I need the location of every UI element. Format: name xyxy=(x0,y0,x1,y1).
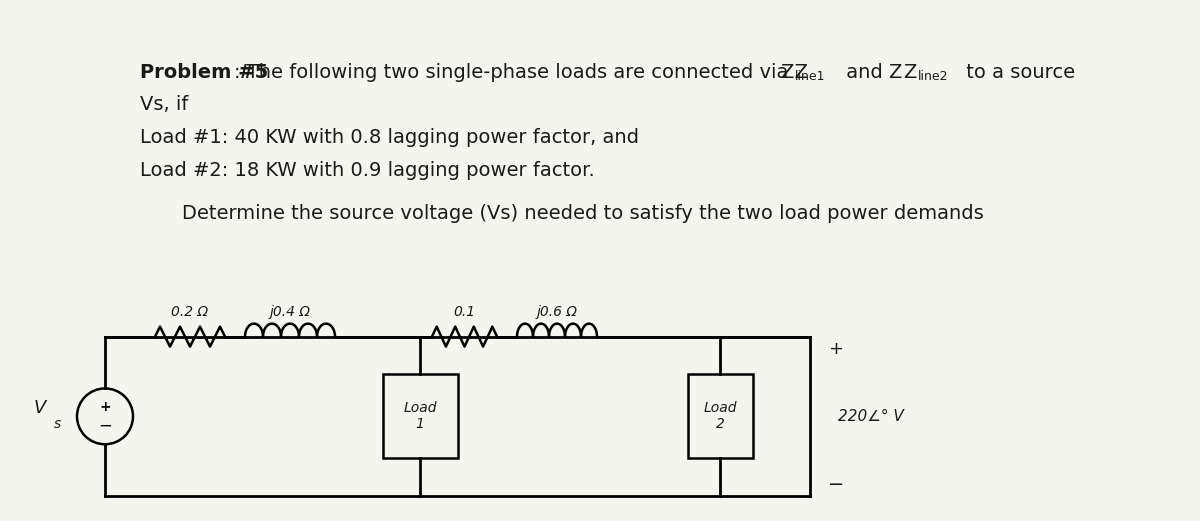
Text: Z: Z xyxy=(780,63,793,81)
Text: Vs, if: Vs, if xyxy=(140,95,188,114)
Bar xyxy=(688,375,752,458)
Text: to a source: to a source xyxy=(960,63,1075,81)
Text: +: + xyxy=(828,340,842,357)
Text: j0.6 Ω: j0.6 Ω xyxy=(536,305,577,319)
Text: line2: line2 xyxy=(918,70,948,83)
Text: and Z: and Z xyxy=(840,63,902,81)
Bar xyxy=(383,375,457,458)
Text: Load #2: 18 KW with 0.9 lagging power factor.: Load #2: 18 KW with 0.9 lagging power fa… xyxy=(140,161,595,180)
Text: line1: line1 xyxy=(794,70,824,83)
Text: 0.1: 0.1 xyxy=(454,305,475,319)
Text: −: − xyxy=(98,416,112,435)
Text: Load
2: Load 2 xyxy=(703,401,737,431)
Text: 220∠° V: 220∠° V xyxy=(838,409,904,424)
Text: s: s xyxy=(53,417,61,431)
Text: Determine the source voltage (Vs) needed to satisfy the two load power demands: Determine the source voltage (Vs) needed… xyxy=(182,204,984,223)
Text: : The following two single-phase loads are connected via Z: : The following two single-phase loads a… xyxy=(234,63,808,81)
Text: Problem #5: Problem #5 xyxy=(140,63,269,81)
Text: Load
1: Load 1 xyxy=(403,401,437,431)
Text: Load #1: 40 KW with 0.8 lagging power factor, and: Load #1: 40 KW with 0.8 lagging power fa… xyxy=(140,128,640,147)
Text: +: + xyxy=(100,400,110,414)
Text: V: V xyxy=(34,400,46,417)
Text: −: − xyxy=(828,475,845,493)
Text: 0.2 Ω: 0.2 Ω xyxy=(172,305,209,319)
Text: j0.4 Ω: j0.4 Ω xyxy=(270,305,311,319)
Text: Z: Z xyxy=(904,63,917,81)
